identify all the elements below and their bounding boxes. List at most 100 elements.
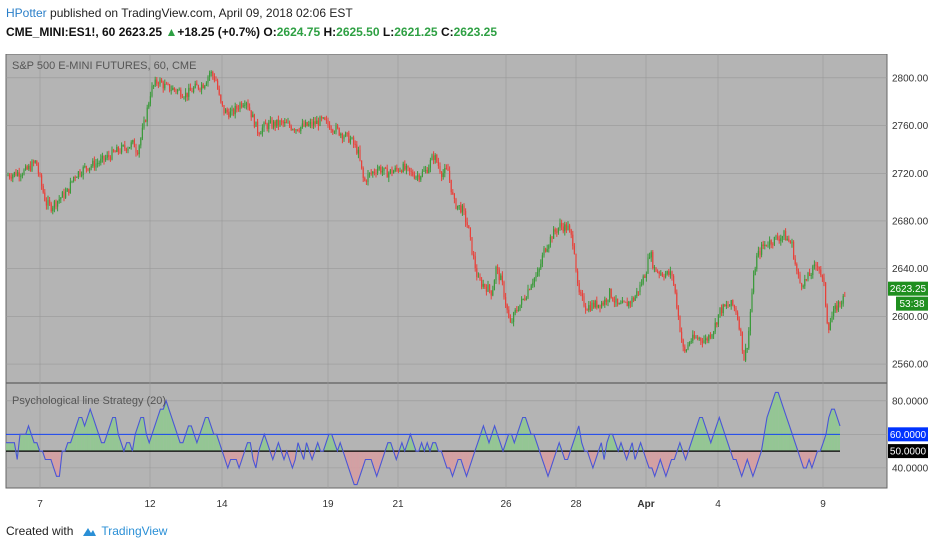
candle-body [834,305,836,310]
candle-body [796,264,798,271]
indicator-fill-segment [444,451,447,468]
candle-body [565,224,567,231]
candle-body [626,301,628,307]
candle-body [340,133,342,136]
candle-body [103,155,105,161]
time-tick-label: Apr [637,499,654,510]
candle-body [285,121,287,124]
candle-body [401,170,403,173]
candle-body [785,231,787,241]
candle-body [335,125,337,132]
indicator-fill-segment [488,434,492,452]
candle-body [444,168,446,174]
indicator-fill-segment [185,425,189,452]
author-link[interactable]: HPotter [6,6,47,20]
candle-body [746,348,748,349]
candle-body [524,298,526,300]
candle-body [314,121,316,125]
indicator-fill-segment [744,451,748,468]
candle-body [637,291,639,293]
candle-body [100,158,102,163]
candle-body [757,250,759,256]
candle-body [511,321,513,323]
candle-body [642,276,644,284]
candle-body [490,290,492,296]
candle-body [17,172,19,176]
countdown-badge [896,296,928,311]
candle-body [671,271,673,276]
candle-body [837,301,839,311]
candle-body [105,157,107,161]
indicator-fill-segment [216,434,220,452]
candle-body [465,211,467,223]
candle-body [183,97,185,99]
candle-body [706,338,708,341]
time-tick-label: 21 [392,499,404,510]
candle-body [82,166,84,176]
candle-body [418,175,420,180]
candle-body [690,340,692,343]
candle-body [226,109,228,113]
indicator-fill-segment [233,451,237,460]
candle-body [119,151,121,153]
candle-body [26,166,28,170]
candle-body [161,79,163,83]
candle-body [279,120,281,126]
candle-body [546,248,548,252]
indicator-fill-segment [806,451,810,468]
indicator-fill-segment [778,392,782,452]
candle-body [385,167,387,169]
candle-body [733,305,735,309]
candle-body [327,120,329,125]
candle-body [575,254,577,272]
candle-body [204,85,206,89]
indicator-fill-segment [533,434,537,452]
indicator-fill-segment [230,451,234,460]
candle-body [738,319,740,330]
candle-body [762,244,764,246]
indicator-fill-segment [351,451,355,485]
candle-body [466,222,468,226]
chart-area[interactable]: 2560.00 2600.00 2640.00 2680.00 2720.00 2760.… [0,54,932,516]
candle-body [361,160,363,168]
symbol-label[interactable]: CME_MINI:ES1!, 60 [6,25,116,39]
indicator-fill-segment [34,442,37,452]
candle-body [674,284,676,293]
candle-body [146,107,148,122]
publish-info: HPotter published on TradingView.com, Ap… [6,6,353,20]
candle-body [615,298,617,303]
candle-body [89,167,91,171]
indicator-fill-segment [606,434,610,452]
candle-body [389,169,391,173]
price-tick-label: 2600.00 [892,312,929,323]
candle-body [765,244,767,246]
candle-body [284,121,286,124]
candle-body [580,292,582,294]
candle-body [12,174,14,179]
candle-body [231,109,233,112]
price-tick-label: 2760.00 [892,121,929,132]
candle-body [233,109,235,115]
candle-body [7,175,9,177]
candle-body [812,266,814,276]
candle-body [189,87,191,91]
indicator-fill-segment [542,451,546,468]
tradingview-logo[interactable]: TradingView [79,524,167,538]
candle-body [663,276,665,278]
candle-body [79,171,81,176]
candle-body [228,112,230,118]
candle-body [772,244,774,246]
candle-body [717,314,719,325]
candle-body [114,151,116,153]
candle-body [274,121,276,127]
candle-body [719,307,721,315]
candle-body [604,299,606,305]
candle-body [781,236,783,239]
candle-body [330,129,332,130]
candle-body [668,271,670,275]
indicator-lower-badge [888,444,928,459]
candle-body [613,300,615,303]
candle-body [378,167,380,169]
candle-body [133,140,135,148]
candle-body [210,71,212,74]
